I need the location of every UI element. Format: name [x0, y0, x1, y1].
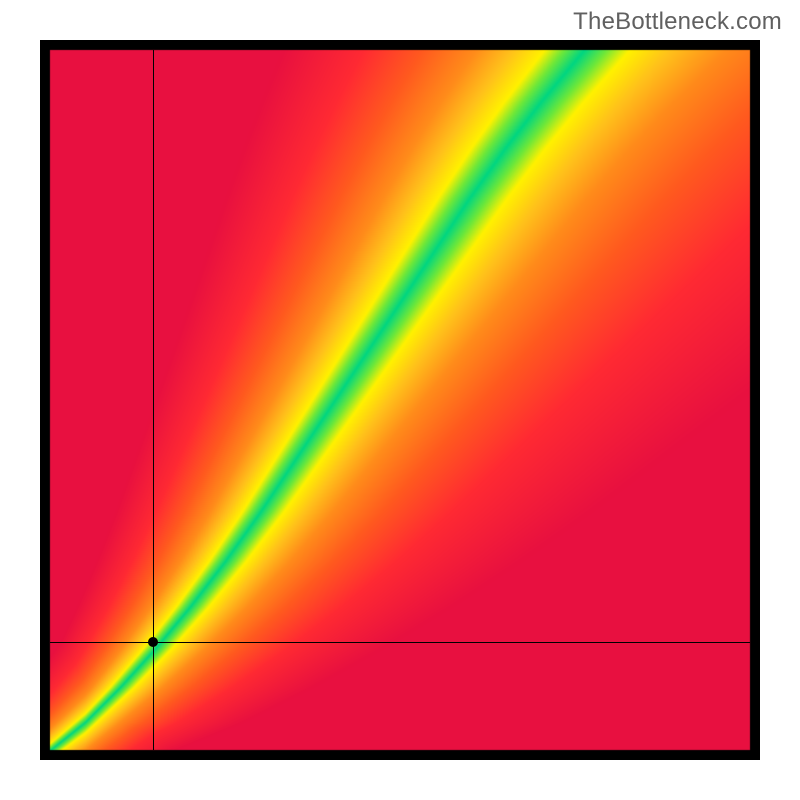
chart-container: TheBottleneck.com	[0, 0, 800, 800]
plot-frame	[40, 40, 760, 760]
heatmap-canvas	[40, 40, 760, 760]
watermark: TheBottleneck.com	[573, 8, 782, 36]
crosshair-marker	[148, 637, 158, 647]
